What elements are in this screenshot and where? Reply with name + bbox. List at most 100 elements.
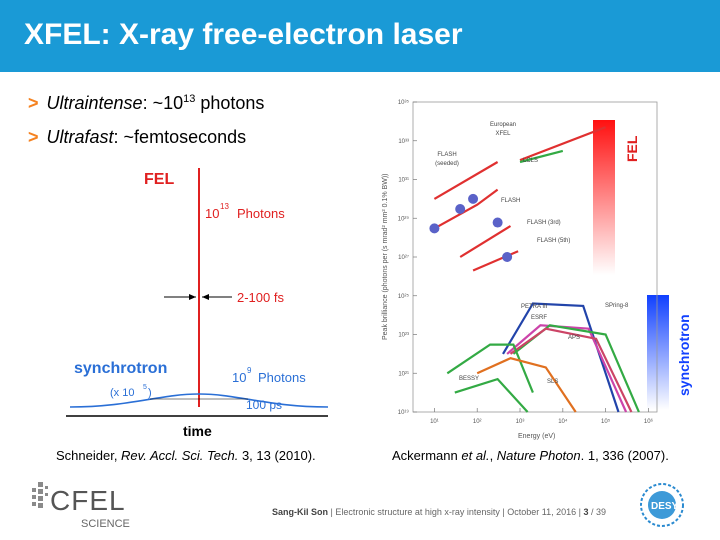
flash-data-point: [468, 193, 479, 204]
series-flash: [433, 188, 499, 230]
footer-separator: |: [576, 507, 584, 517]
time-axis-label: time: [183, 423, 212, 439]
desy-core-icon: [648, 491, 676, 519]
annotation-petra-iii: PETRA III: [521, 304, 548, 310]
arrowhead-right-icon: [202, 294, 209, 300]
synchrotron-scale-a: (x 10: [110, 387, 134, 399]
bullet-text-end: photons: [195, 93, 265, 113]
y-tick-label: 10²¹: [398, 371, 409, 377]
annotation-flash: FLASH: [501, 198, 520, 204]
desy-logo: DESY: [640, 483, 684, 527]
annotation-flash-seeded-: FLASH (seeded): [435, 152, 459, 167]
series-flash-5th-: [472, 250, 519, 272]
series-flash-3rd-: [459, 225, 512, 258]
citation-journal: Rev. Accl. Sci. Tech.: [121, 448, 239, 463]
y-tick-label: 10³³: [398, 139, 409, 145]
bullet-ultrafast: > Ultrafast: ~femtoseconds: [28, 127, 246, 148]
desy-ring-icon: [640, 483, 684, 527]
citation-details: . 1, 336 (2007).: [580, 448, 669, 463]
series-aps: [509, 327, 633, 413]
right-citation: Ackermann et al., Nature Photon. 1, 336 …: [392, 448, 669, 463]
bullet-ultraintense: > Ultraintense: ~1013 photons: [28, 93, 264, 114]
synchrotron-scale-b: ): [148, 387, 152, 399]
bullet-text: : ~10: [142, 93, 184, 113]
series-flash-seeded-: [433, 161, 499, 200]
x-tick-label: 10¹: [430, 419, 439, 425]
y-tick-label: 10²⁹: [398, 215, 410, 222]
bullet-marker: >: [28, 127, 39, 147]
series-petra-iii: [502, 302, 620, 413]
annotation-aps: APS: [568, 335, 580, 341]
citation-authors: Schneider,: [56, 448, 122, 463]
footer-date: October 11, 2016: [507, 507, 577, 517]
footer-author: Sang-Kil Son: [272, 507, 328, 517]
annotation-flash-5th-: FLASH (5th): [537, 238, 570, 244]
series-bessy-lower: [454, 377, 529, 413]
footer-page-total: / 39: [588, 507, 607, 517]
footer-talk-title: Electronic structure at high x-ray inten…: [335, 507, 500, 517]
y-tick-label: 10³⁵: [398, 99, 410, 106]
citation-journal: Nature Photon: [496, 448, 581, 463]
fel-photons-exp: 13: [220, 202, 229, 211]
title-bar: XFEL: X-ray free-electron laser: [0, 0, 720, 72]
synchrotron-photons-word: Photons: [258, 370, 306, 385]
fel-label: FEL: [144, 171, 174, 188]
synchrotron-scale-exp: 5: [143, 384, 147, 391]
footer-page-number: 3: [583, 507, 589, 517]
annotation-esrf: ESRF: [531, 315, 547, 321]
series-sls: [476, 357, 577, 413]
synchrotron-pulse: [69, 393, 329, 408]
footer-separator: |: [328, 507, 336, 517]
bullet-text: : ~femtoseconds: [113, 127, 247, 147]
fel-photons-base: 10: [205, 206, 219, 221]
annotation-spring-8: SPring-8: [605, 303, 629, 309]
synchrotron-photons-base: 10: [232, 370, 246, 385]
flash-data-point: [502, 252, 513, 262]
series-bessy: [446, 343, 534, 394]
bullet-marker: >: [28, 93, 39, 113]
annotation-flash-3rd-: FLASH (3rd): [527, 220, 561, 226]
bullet-exponent: 13: [183, 93, 196, 105]
x-tick-label: 10⁴: [558, 418, 568, 425]
footer: Sang-Kil Son | Electronic structure at h…: [272, 507, 606, 517]
bullet-term: Ultraintense: [46, 93, 143, 113]
synchrotron-photons-exp: 9: [247, 366, 252, 375]
synchrotron-label: synchrotron: [74, 360, 167, 377]
citation-comma: ,: [489, 448, 497, 463]
desy-logo-text: DESY: [651, 501, 679, 512]
bullet-term: Ultrafast: [46, 127, 114, 147]
cfel-dots-icon: [32, 482, 48, 508]
fel-pulse-width: 2-100 fs: [237, 290, 284, 305]
flash-data-point: [455, 204, 466, 215]
x-tick-label: 10⁵: [601, 418, 611, 425]
citation-etal: et al.: [461, 448, 490, 463]
x-tick-label: 10⁶: [644, 418, 654, 425]
x-tick-label: 10³: [516, 419, 525, 425]
y-tick-label: 10²⁷: [398, 254, 409, 261]
flash-data-point: [429, 223, 440, 234]
x-axis-label: Energy (eV): [518, 433, 555, 440]
left-citation: Schneider, Rev. Accl. Sci. Tech. 3, 13 (…: [56, 448, 316, 463]
arrowhead-left-icon: [189, 294, 196, 300]
y-tick-label: 10³¹: [398, 178, 409, 184]
cfel-logo: CFEL SCIENCE: [32, 482, 130, 530]
annotation-lcls: LCLS: [523, 158, 538, 164]
synchrotron-gradient-bar: [647, 295, 669, 410]
annotation-sls: SLS: [547, 379, 558, 385]
brilliance-chart: FEL synchrotron 10¹⁹ 10²¹ 10²³ 10²⁵ 10²⁷ 10²⁹…: [382, 99, 692, 440]
fel-photons-word: Photons: [237, 206, 285, 221]
y-tick-label: 10²⁵: [398, 293, 410, 300]
slide-title: XFEL: X-ray free-electron laser: [24, 18, 463, 51]
footer-separator: |: [499, 507, 508, 517]
citation-authors: Ackermann: [392, 448, 462, 463]
y-tick-label: 10²³: [398, 333, 409, 339]
x-tick-label: 10²: [473, 419, 482, 425]
annotation-european-xfel: European XFEL: [490, 122, 516, 137]
synchrotron-pulse-width: 100 ps: [246, 398, 282, 412]
cfel-logo-subtext: SCIENCE: [81, 518, 130, 530]
fel-side-label: FEL: [624, 135, 640, 162]
y-axis-label: Peak brilliance (photons per (s mrad² mm…: [382, 174, 389, 341]
cfel-logo-text: CFEL: [50, 485, 126, 516]
pulse-figure: FEL 10 13 Photons 2-100 fs synchrotron (…: [66, 168, 329, 439]
flash-data-point: [492, 217, 503, 228]
